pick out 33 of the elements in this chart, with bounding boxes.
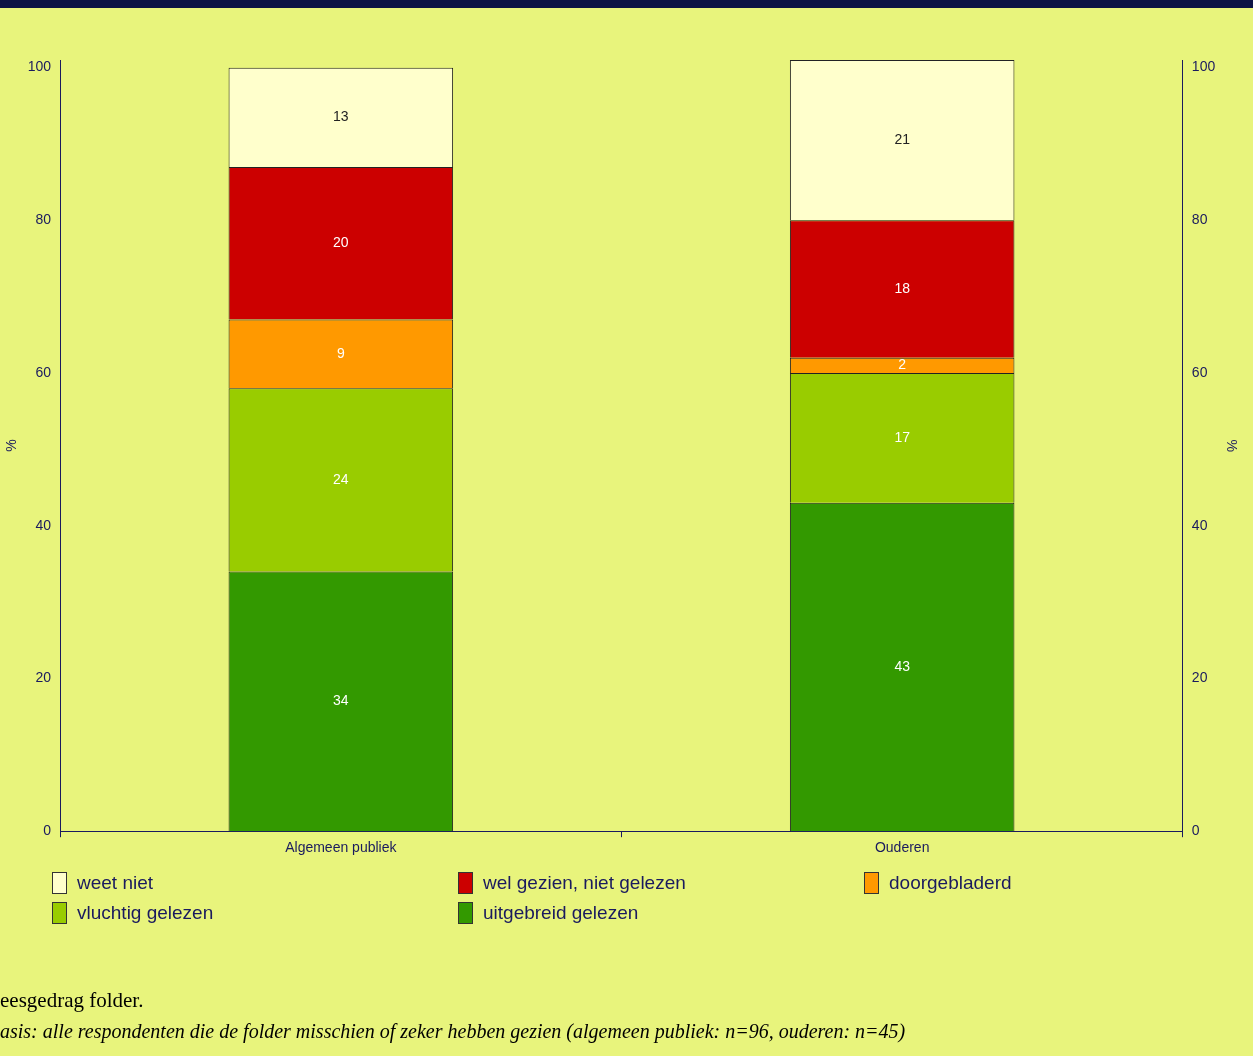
y-tick-label: 100 [27, 58, 52, 75]
legend-label: uitgebreid gelezen [483, 902, 639, 924]
y2-tick-label: 0 [1191, 822, 1200, 839]
legend-label: wel gezien, niet gelezen [483, 872, 686, 894]
y-tick-label: 60 [35, 363, 52, 380]
text: eesgedrag folder. [0, 987, 145, 1014]
y-tick-label: 0 [43, 822, 52, 839]
data-label: 17 [894, 428, 911, 445]
y2-tick-label: 40 [1191, 516, 1208, 533]
y-axis-title: % [3, 439, 20, 452]
x-tick-label: Ouderen [874, 839, 930, 856]
text: asis: alle respondenten die de folder misschien of zeker hebben gezien (algemeen publiek: n=96, ouderen: n=45) [0, 1019, 906, 1045]
data-label: 9 [336, 344, 345, 361]
data-label: 18 [894, 279, 911, 296]
y2-tick-label: 100 [1191, 58, 1216, 75]
legend-label: weet niet [77, 872, 154, 894]
y2-tick-label: 20 [1191, 669, 1208, 686]
legend-label: doorgebladerd [889, 872, 1012, 894]
data-label: 2 [898, 356, 907, 373]
data-label: 43 [894, 657, 911, 674]
y-tick-label: 20 [35, 669, 52, 686]
data-label: 24 [333, 470, 349, 487]
legend-label: vluchtig gelezen [77, 902, 214, 924]
y-tick-label: 40 [35, 516, 52, 533]
data-label: 21 [894, 131, 911, 148]
y-tick-label: 80 [35, 211, 52, 228]
x-tick-label: Algemeen publiek [285, 839, 398, 856]
y2-tick-label: 60 [1191, 363, 1208, 380]
data-label: 13 [333, 108, 349, 125]
data-label: 20 [333, 234, 349, 251]
y2-axis-title: % [1223, 439, 1240, 452]
data-label: 34 [333, 692, 349, 709]
y2-tick-label: 80 [1191, 211, 1208, 228]
